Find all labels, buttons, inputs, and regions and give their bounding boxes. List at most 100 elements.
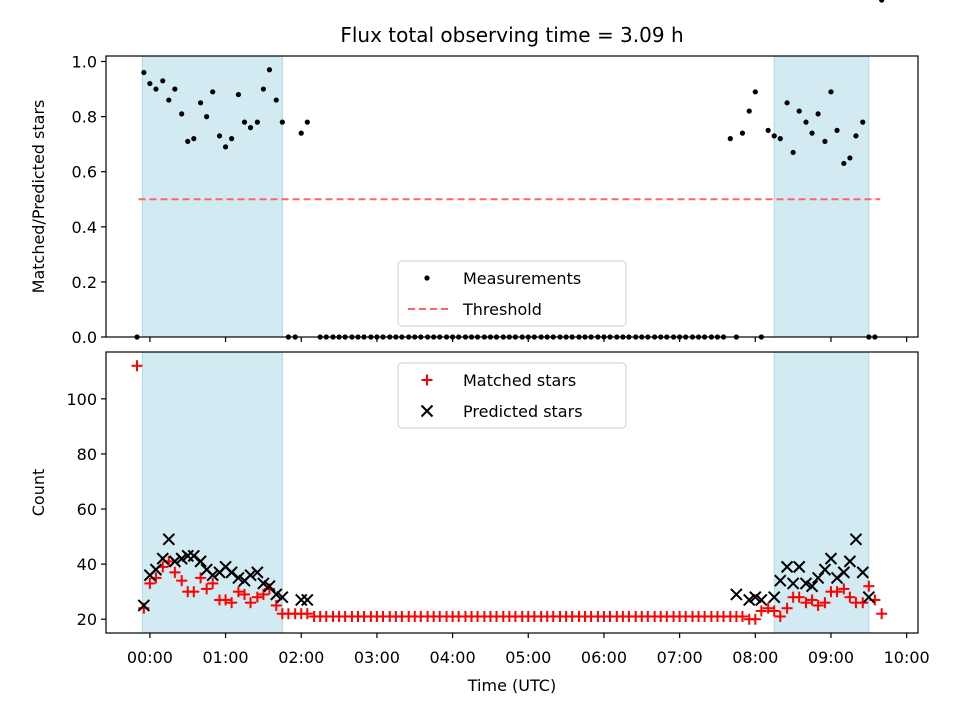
data-point [806,594,818,606]
data-point [251,591,263,603]
legend-label: Threshold [462,300,542,319]
axes-frame [105,55,919,338]
chart-title: Flux total observing time = 3.09 h [340,23,683,47]
data-point [818,563,832,576]
data-point [222,144,229,150]
y-tick-label: 1.0 [72,53,97,72]
series-predicted-stars [137,533,876,612]
data-point [169,566,181,578]
data-point [793,591,805,603]
x-tick-label: 06:00 [581,648,627,667]
data-point [879,0,885,3]
data-point [831,586,843,598]
data-point [819,597,831,609]
data-point [201,583,213,595]
x-tick-label: 10:00 [884,648,930,667]
data-point [241,119,248,125]
data-point [141,69,147,76]
data-point [232,586,244,598]
axes-frame [105,351,919,634]
data-point [799,577,813,590]
data-point [824,552,838,565]
data-point [853,133,859,139]
legend-box [397,260,627,327]
x-tick-label: 02:00 [278,648,324,667]
data-point [730,588,743,601]
data-point [270,588,283,601]
legend-swatch [424,275,430,281]
data-point [191,136,197,142]
data-point [743,593,756,607]
data-point [727,136,733,142]
data-point [260,86,267,92]
data-point [800,597,812,609]
data-point [298,130,304,136]
data-point [812,599,824,611]
x-tick-label: 05:00 [505,648,551,667]
data-point [762,602,774,614]
data-point [168,555,182,568]
data-point [857,597,869,609]
data-point [226,597,238,609]
observing-window-shade [773,351,870,634]
x-tick-label: 00:00 [127,648,173,667]
data-point [273,97,279,103]
data-point [815,111,821,117]
data-point [257,588,269,600]
data-point [784,100,790,106]
data-point [266,67,273,73]
count-panel: 20 40 60 80 100 00:00 01:00 02:00 03:00 04:00 05:0… [29,351,930,667]
data-point [736,610,748,622]
data-point [777,136,783,142]
data-point [847,155,853,161]
data-point [207,577,219,589]
data-point [210,89,216,95]
data-point [876,608,888,620]
observing-window-shade [141,351,283,634]
data-point [809,130,815,136]
data-point [786,577,800,590]
data-point [276,590,289,604]
data-point [843,555,857,568]
data-point [838,583,850,595]
data-point [805,579,819,593]
y-tick-label: 40 [77,555,97,574]
data-point [176,575,188,587]
y-axis-label: Count [29,469,48,517]
x-tick-label: 09:00 [808,648,854,667]
data-point [863,580,875,592]
series-matched-stars [131,360,888,625]
data-point [195,572,207,584]
y-tick-label: 20 [77,610,97,629]
data-point [860,119,866,125]
data-point [257,577,270,590]
data-point [841,160,847,167]
legend-swatch [421,374,433,386]
y-tick-label: 0.0 [72,328,97,347]
data-point [238,588,250,600]
data-point [160,78,166,84]
data-point [822,138,828,145]
data-point [768,590,781,604]
data-point [270,599,282,611]
y-tick-label: 0.2 [72,273,97,292]
data-point [301,593,314,607]
data-point [244,568,257,582]
observing-window-shade [773,55,870,338]
data-point [862,590,876,604]
x-tick-label: 04:00 [430,648,476,667]
data-point [304,119,310,125]
y-tick-label: 0.4 [72,218,97,237]
data-point [144,577,156,589]
data-point [781,602,793,614]
x-tick-label: 08:00 [732,648,778,667]
data-point [251,566,264,579]
data-point [179,111,185,117]
data-point [749,590,762,604]
legend: Measurements Threshold [397,260,627,327]
data-point [811,571,825,585]
x-axis-label: Time (UTC) [467,676,556,695]
y-tick-label: 100 [66,390,97,409]
ratio-panel: 0.0 0.2 0.4 0.6 0.8 1.0 Matched/Predicted star… [29,0,919,347]
